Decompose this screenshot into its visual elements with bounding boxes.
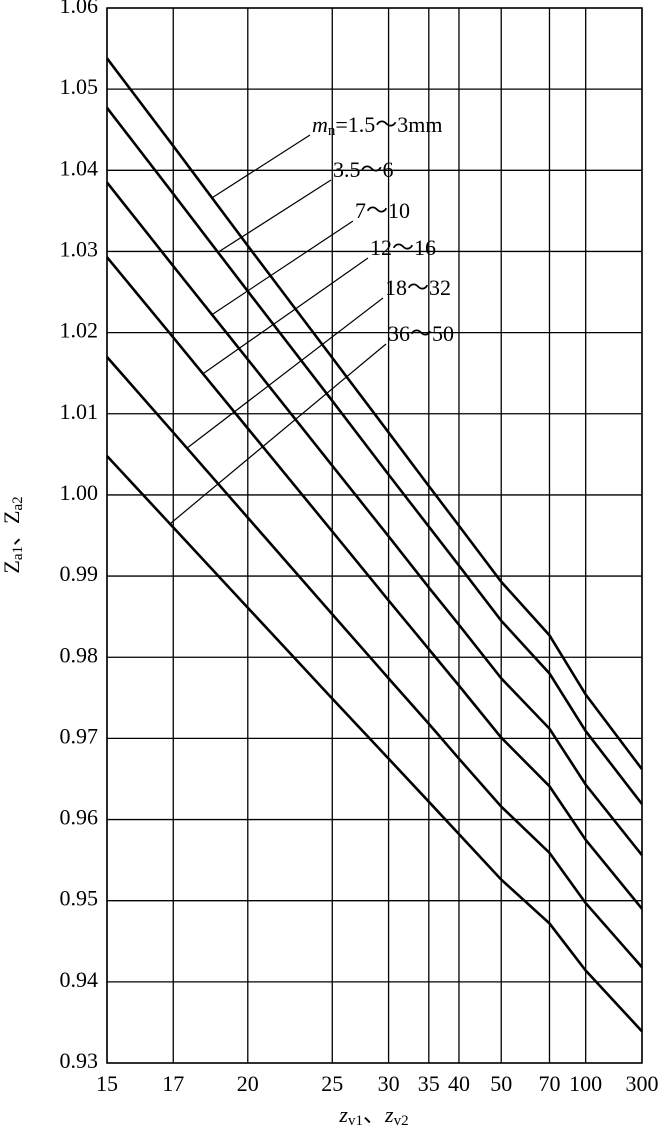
x-tick-label: 20 — [237, 1071, 259, 1096]
series-name: =1.5～3mm — [335, 112, 442, 137]
line — [106, 356, 643, 969]
series-name: 12～16 — [370, 235, 436, 260]
series-name: 36～50 — [388, 321, 454, 346]
series-label: 36～50 — [388, 321, 454, 346]
x-axis-title-part: v1 — [348, 1113, 363, 1129]
line — [105, 181, 644, 857]
y-tick-label: 0.97 — [60, 723, 99, 748]
x-tick-label: 30 — [378, 1071, 400, 1096]
leader-line — [186, 297, 384, 449]
x-tick-label: 35 — [418, 1071, 440, 1096]
series-label: 18～32 — [385, 275, 451, 300]
series-label: 7～10 — [355, 198, 410, 223]
y-tick-label: 1.03 — [60, 237, 99, 262]
x-axis-title-part: v2 — [394, 1113, 409, 1129]
x-tick-label: 300 — [626, 1071, 659, 1096]
line — [105, 57, 644, 771]
y-tick-label: 1.00 — [60, 480, 99, 505]
x-axis-title-part: z — [384, 1102, 394, 1127]
series-name: 18～32 — [385, 275, 451, 300]
y-axis-title-part: a2 — [10, 496, 26, 510]
leader-line — [217, 179, 332, 253]
line — [105, 256, 644, 910]
x-axis-title: zv1、zv2 — [338, 1102, 408, 1129]
series-label: 3.5～6 — [333, 157, 394, 182]
y-axis-title-part: a1 — [10, 546, 26, 560]
label-sub: n — [328, 123, 336, 139]
series-name: 3.5～6 — [333, 157, 394, 182]
y-tick-label: 0.93 — [60, 1048, 99, 1073]
leader-line — [169, 343, 387, 525]
y-tick-label: 0.95 — [60, 886, 99, 911]
x-tick-label: 40 — [448, 1071, 470, 1096]
y-axis-title: Za1、Za2 — [0, 496, 26, 573]
leader-line — [202, 257, 369, 375]
y-tick-label: 1.04 — [60, 155, 99, 180]
y-tick-label: 0.99 — [60, 561, 99, 586]
line — [105, 107, 644, 805]
y-tick-label: 0.94 — [60, 967, 99, 992]
x-tick-label: 15 — [96, 1071, 118, 1096]
y-tick-label: 0.96 — [60, 805, 99, 830]
line — [106, 455, 643, 1033]
y-tick-label: 1.06 — [60, 0, 99, 18]
y-tick-label: 1.02 — [60, 318, 99, 343]
x-tick-label: 50 — [490, 1071, 512, 1096]
y-tick-label: 1.05 — [60, 74, 99, 99]
series-label: 12～16 — [370, 235, 436, 260]
leader-line — [211, 220, 354, 316]
y-axis-title-part: Z — [0, 560, 24, 573]
x-axis-title-part: 、 — [363, 1102, 385, 1127]
series-name: 7～10 — [355, 198, 410, 223]
label-symbol: m — [312, 112, 328, 137]
series-label: mn=1.5～3mm — [312, 112, 443, 139]
x-tick-label: 25 — [321, 1071, 343, 1096]
y-axis-title-part: 、 — [0, 524, 24, 546]
x-tick-label: 70 — [538, 1071, 560, 1096]
x-tick-label: 17 — [162, 1071, 184, 1096]
y-axis-title-part: Z — [0, 511, 24, 524]
x-tick-label: 100 — [569, 1071, 602, 1096]
leader-line — [211, 134, 311, 199]
x-axis-title-part: z — [338, 1102, 348, 1127]
y-tick-label: 0.98 — [60, 642, 99, 667]
y-tick-label: 1.01 — [60, 399, 99, 424]
